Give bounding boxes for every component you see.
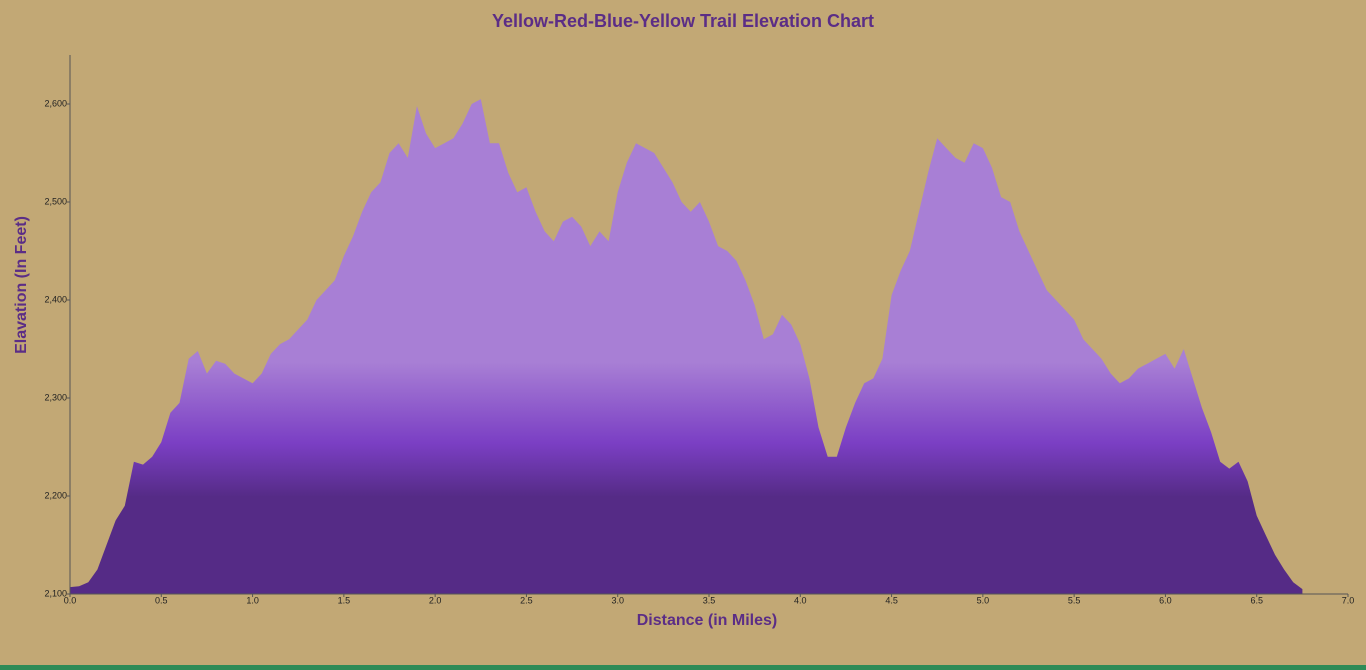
elevation-area (70, 99, 1303, 594)
x-tick-label: 1.0 (246, 595, 259, 605)
y-tick-label: 2,600 (44, 98, 67, 108)
y-axis-label: Elavation (In Feet) (13, 216, 30, 354)
x-tick-label: 0.0 (64, 595, 77, 605)
x-axis-label: Distance (in Miles) (637, 612, 777, 629)
x-tick-label: 3.0 (611, 595, 624, 605)
taskbar-strip (0, 665, 1366, 670)
x-tick-label: 3.5 (703, 595, 716, 605)
y-tick-label: 2,300 (44, 392, 67, 402)
x-tick-label: 5.0 (977, 595, 990, 605)
x-tick-label: 6.0 (1159, 595, 1172, 605)
x-tick-label: 7.0 (1342, 595, 1355, 605)
x-tick-label: 2.5 (520, 595, 533, 605)
x-tick-label: 1.5 (338, 595, 351, 605)
x-tick-label: 4.5 (885, 595, 898, 605)
x-tick-label: 2.0 (429, 595, 442, 605)
y-tick-label: 2,500 (44, 196, 67, 206)
x-tick-label: 5.5 (1068, 595, 1081, 605)
y-tick-label: 2,100 (44, 588, 67, 598)
chart-title: Yellow-Red-Blue-Yellow Trail Elevation C… (492, 11, 874, 31)
y-tick-label: 2,200 (44, 490, 67, 500)
x-tick-label: 4.0 (794, 595, 807, 605)
x-tick-label: 0.5 (155, 595, 168, 605)
y-tick-label: 2,400 (44, 294, 67, 304)
x-tick-label: 6.5 (1250, 595, 1263, 605)
